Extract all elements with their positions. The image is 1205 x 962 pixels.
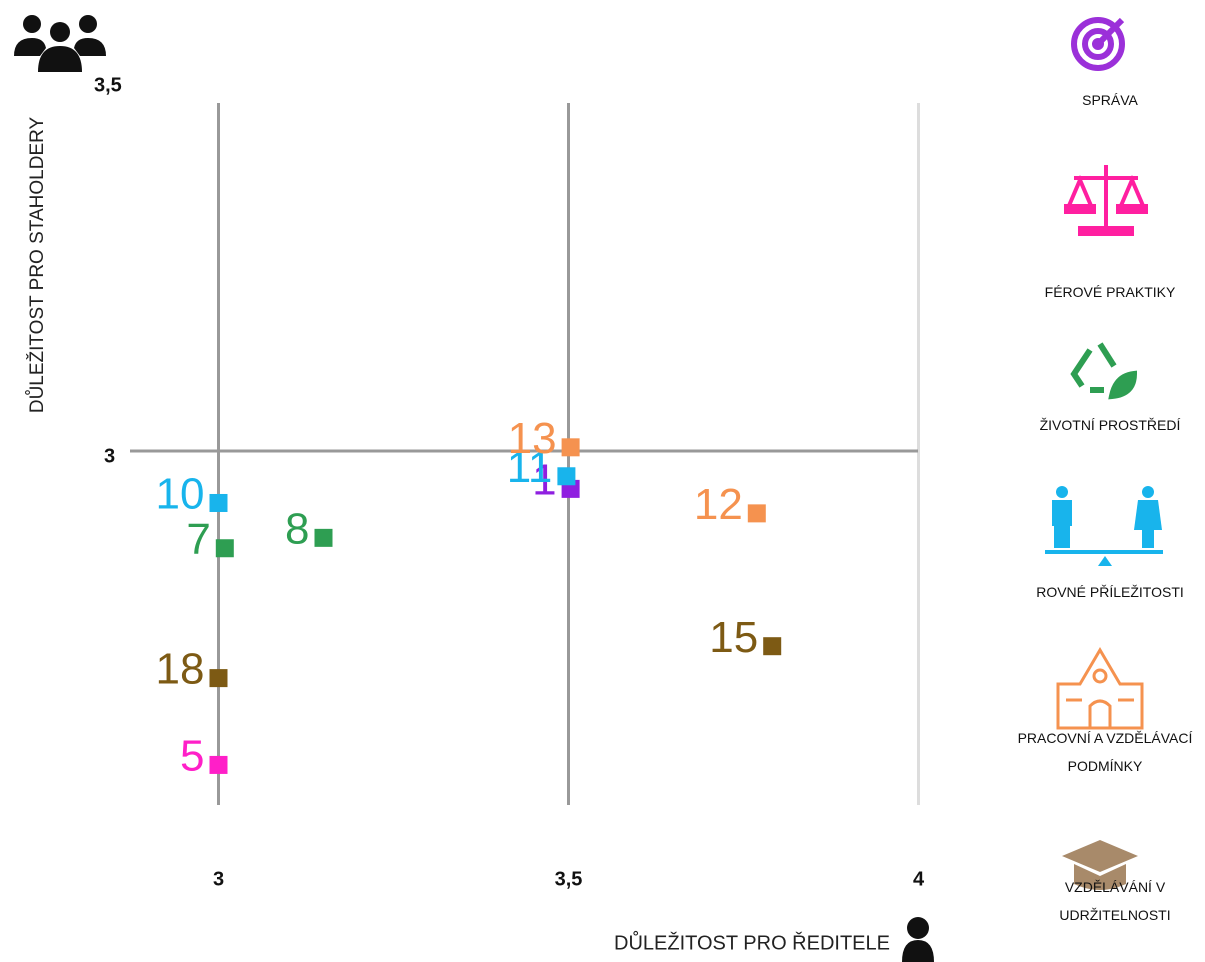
point [747,504,766,523]
point-label: 11 [507,443,553,492]
point [557,467,576,486]
point-label: 18 [156,645,205,694]
point-label: 10 [156,470,205,519]
legend-entry: SPRÁVA [1082,92,1138,108]
x-tick-label: 3 [213,868,224,890]
point [209,669,228,688]
legend-entry: VZDĚLÁVÁNÍ V UDRŽITELNOSTI [1059,879,1171,923]
point-label: 1 [532,456,556,505]
x-axis-title: DŮLEŽITOST PRO ŘEDITELE [614,930,890,954]
y-tick-label: 3 [104,445,115,467]
point [314,528,333,547]
point [215,539,234,558]
point-label: 7 [186,515,210,564]
point-label: 5 [180,732,204,781]
x-tick-label: 4 [913,868,925,890]
point [209,493,228,512]
point-label: 8 [285,504,309,553]
legend-entry: ROVNÉ PŘÍLEŽITOSTI [1036,584,1184,600]
y-axis-title: DŮLEŽITOST PRO STAHOLDERY [26,117,48,414]
point-label: 13 [508,414,557,463]
director-icon [902,917,934,962]
y-tick-label: 3,5 [94,74,122,96]
point [209,755,228,774]
legend-entry: ŽIVOTNÍ PROSTŘEDÍ [1039,417,1181,433]
point-label: 12 [694,480,743,529]
legend-entry: PRACOVNÍ A VZDĚLÁVACÍ PODMÍNKY [1017,730,1193,774]
stakeholders-icon [14,15,106,72]
point [763,637,782,656]
x-tick-label: 3,5 [555,868,583,890]
point [561,438,580,457]
legend-entry: FÉROVÉ PRAKTIKY [1044,284,1176,300]
point-label: 15 [709,613,758,662]
